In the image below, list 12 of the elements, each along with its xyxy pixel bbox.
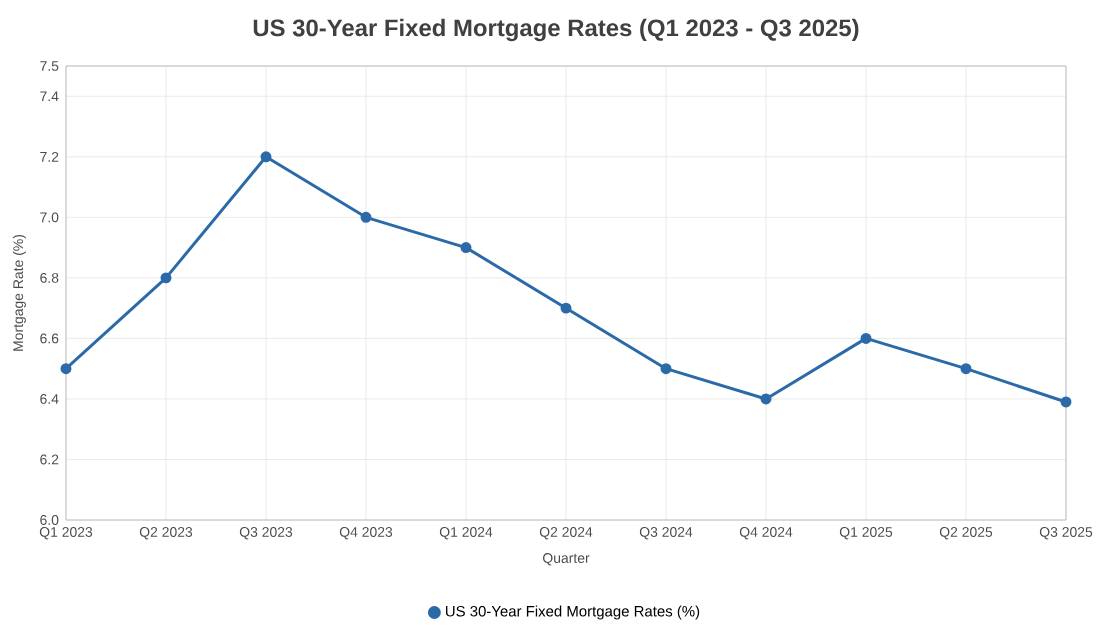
point [460, 242, 472, 254]
point [560, 302, 572, 314]
point [1060, 396, 1072, 408]
point [860, 332, 872, 344]
point [660, 363, 672, 375]
point [260, 151, 272, 163]
chart-title: US 30-Year Fixed Mortgage Rates (Q1 2023 - Q3 2025) [253, 18, 859, 42]
point [60, 363, 72, 375]
point [160, 272, 172, 284]
point [760, 393, 772, 405]
point [960, 363, 972, 375]
point [360, 211, 372, 223]
